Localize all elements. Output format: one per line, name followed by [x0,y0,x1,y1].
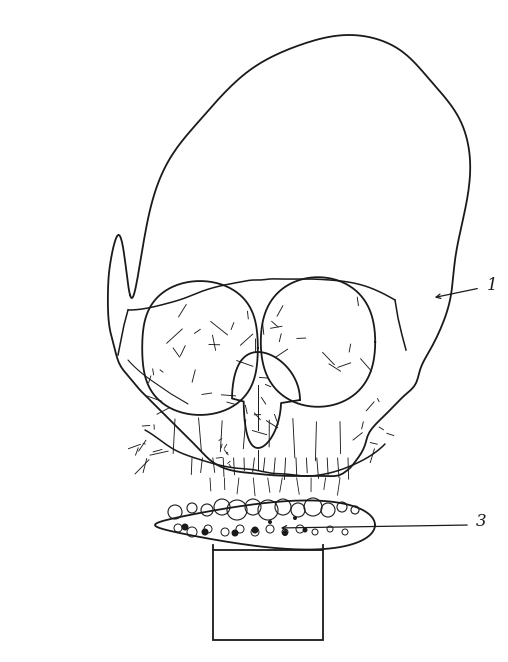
Circle shape [181,524,188,530]
Circle shape [251,526,259,534]
Text: 3: 3 [476,514,487,530]
Text: 1: 1 [487,277,498,293]
Circle shape [232,530,238,536]
Circle shape [282,530,288,536]
Circle shape [268,520,272,524]
Circle shape [302,528,307,532]
Circle shape [202,528,208,536]
Bar [213,550,323,640]
Circle shape [293,516,297,520]
